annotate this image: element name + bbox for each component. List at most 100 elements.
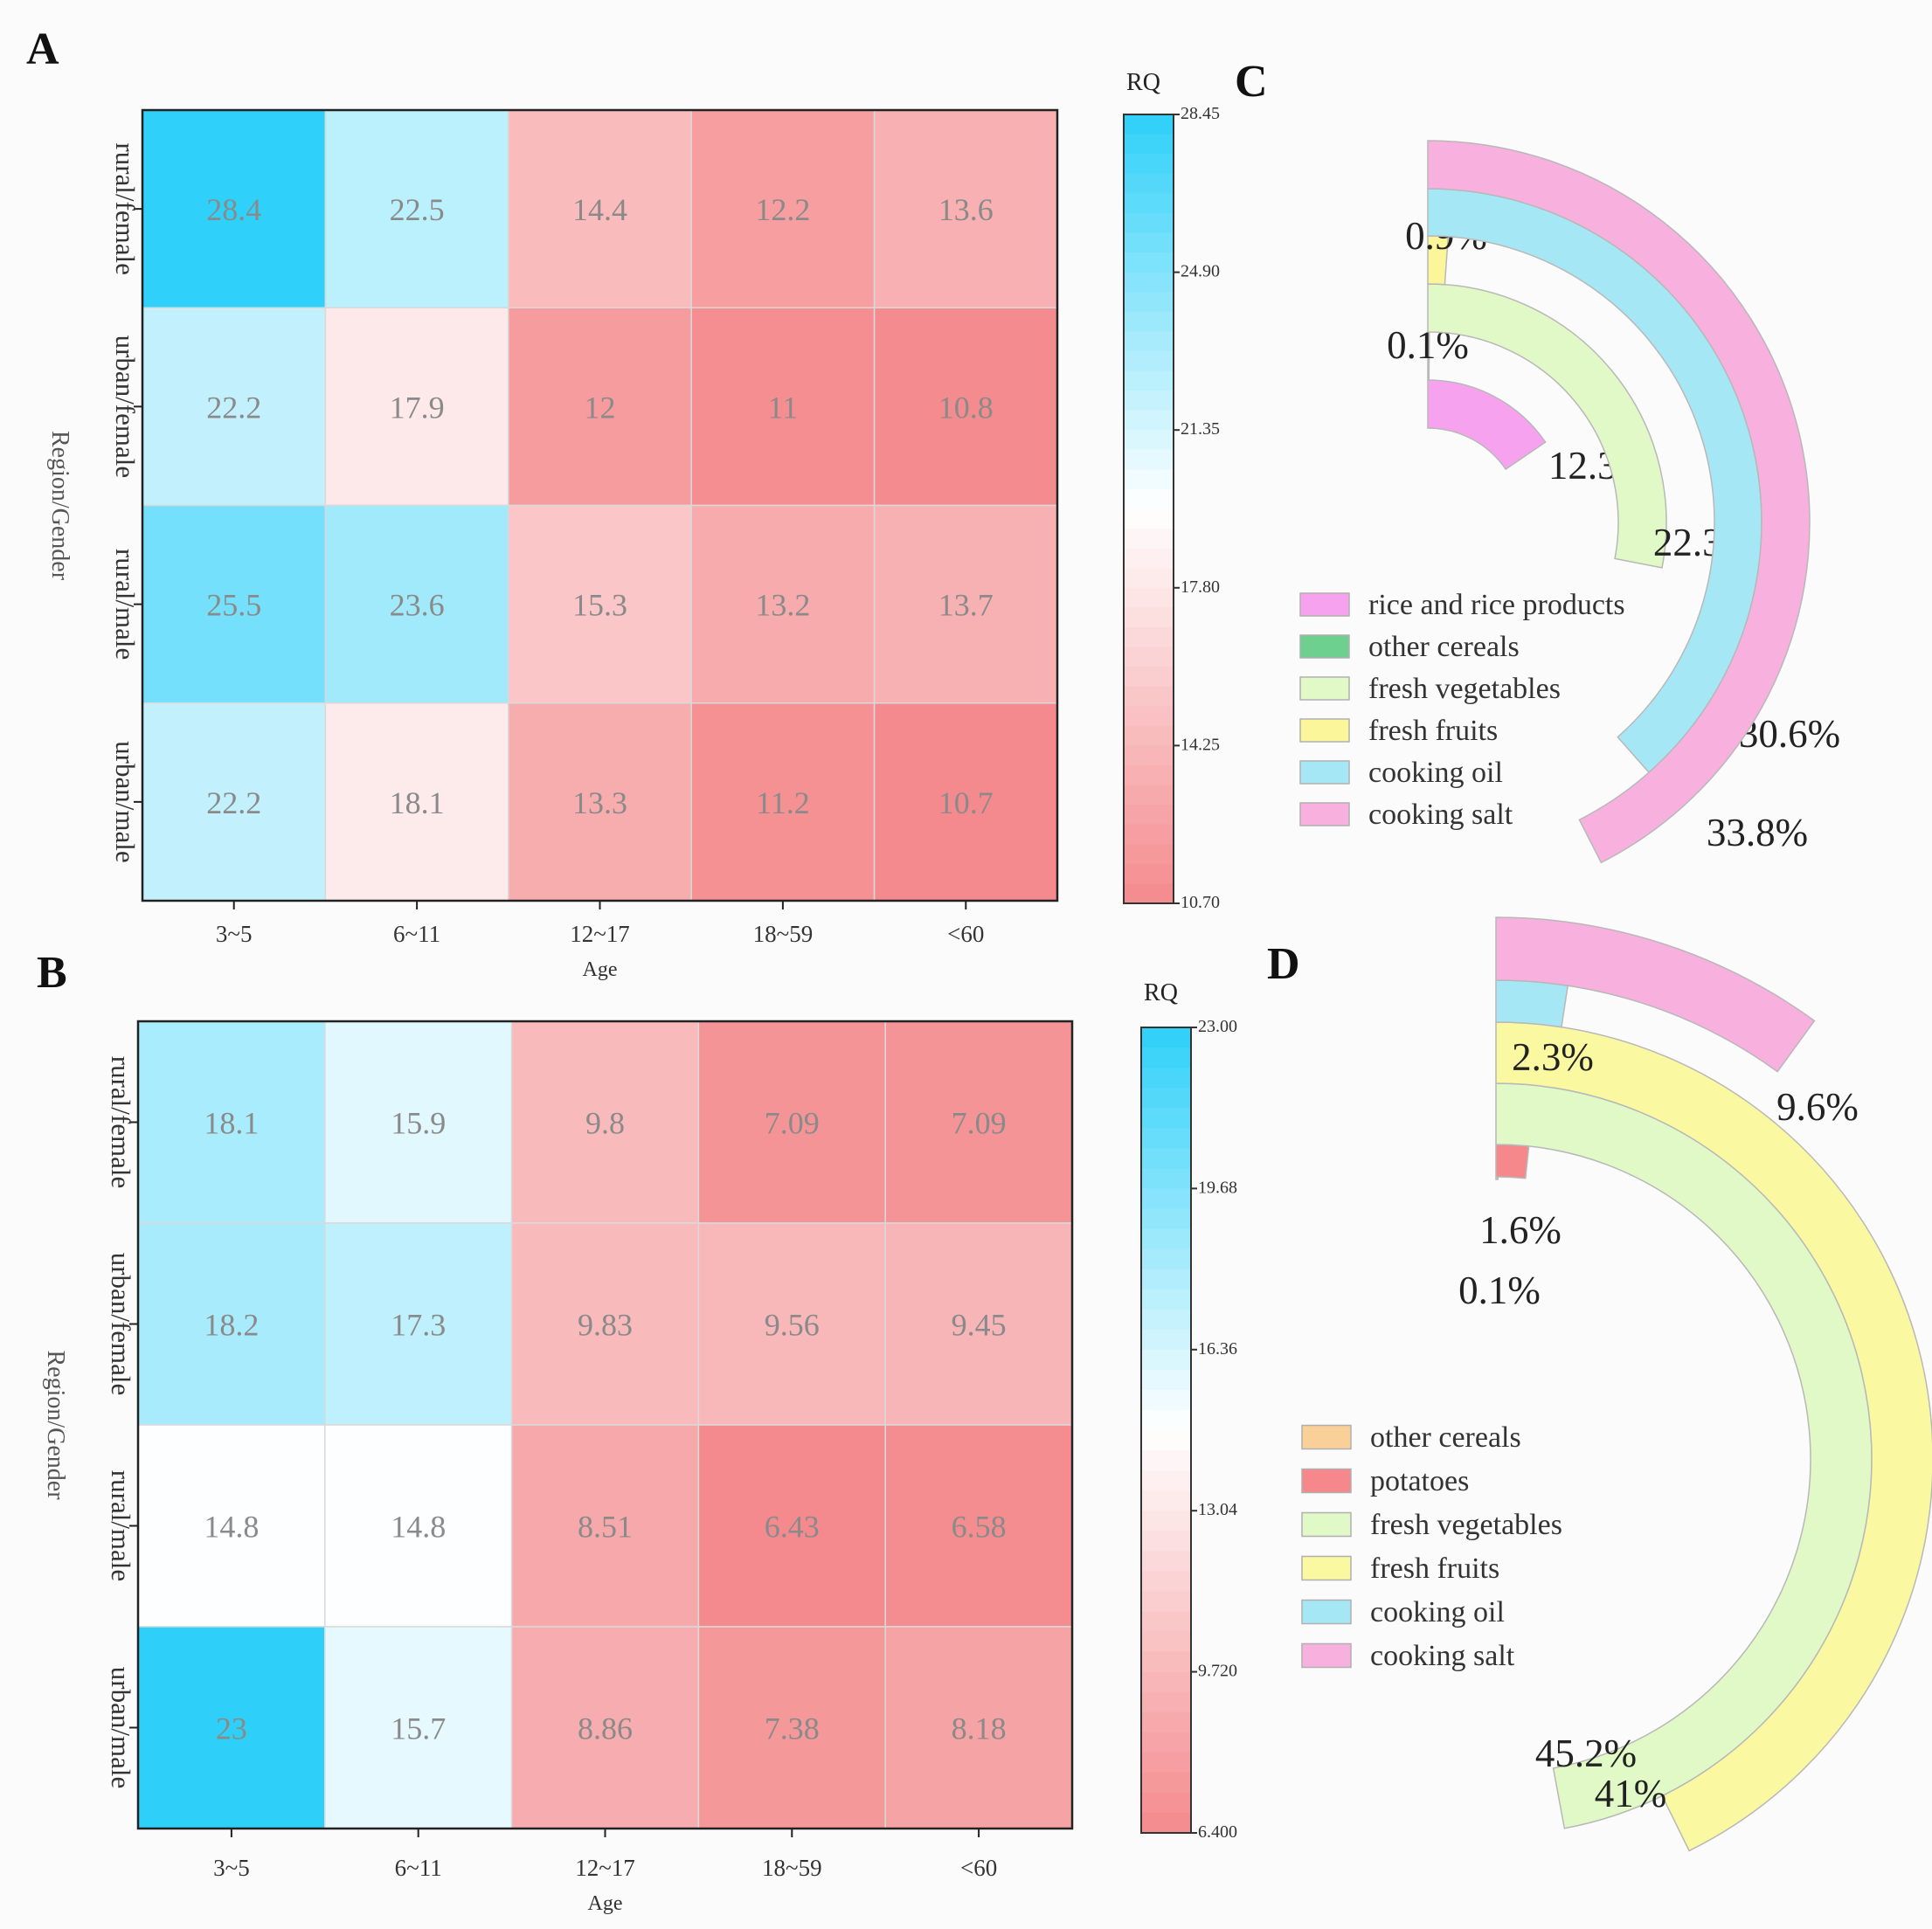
radial-bar — [1495, 916, 1816, 1073]
colorbar-step — [1124, 370, 1174, 391]
heatmap-cell — [324, 702, 509, 902]
colorbar-step — [1141, 1591, 1191, 1613]
cell-value-label: 10.7 — [938, 785, 994, 820]
x-tick-label: 18~59 — [753, 921, 814, 947]
colorbar-step — [1141, 1389, 1191, 1411]
colorbar-title: RQ — [1144, 979, 1178, 1006]
colorbar-tick-label: 14.25 — [1181, 735, 1220, 754]
cell-value-label: 22.2 — [206, 785, 261, 820]
cell-value-label: 22.2 — [206, 390, 261, 425]
legend-swatch — [1301, 1424, 1352, 1450]
colorbar-step — [1124, 311, 1174, 332]
heatmap-cell — [510, 1222, 700, 1426]
cell-value-label: 8.18 — [952, 1711, 1007, 1746]
colorbar-tick-label: 13.04 — [1198, 1500, 1237, 1519]
colorbar-step — [1141, 1349, 1191, 1371]
colorbar-step — [1141, 1470, 1191, 1491]
legend-swatch — [1299, 802, 1350, 826]
y-tick-label: urban/male — [106, 1667, 136, 1788]
colorbar-step — [1124, 626, 1174, 648]
colorbar-tick-label: 9.720 — [1198, 1662, 1237, 1681]
colorbar-step — [1124, 607, 1174, 628]
colorbar-step — [1124, 469, 1174, 490]
colorbar-step — [1141, 1651, 1191, 1673]
cell-value-label: 6.58 — [952, 1510, 1007, 1545]
legend-swatch — [1299, 676, 1350, 701]
heatmap-cell — [324, 307, 509, 507]
colorbar-step — [1124, 863, 1174, 885]
x-tick-label: 3~5 — [213, 1855, 250, 1881]
heatmap-panel-b: 18.1 15.9 9.8 7.09 7.09 18.2 17.3 9.83 9.56 9.45 1… — [37, 948, 1237, 1915]
legend-label: fresh vegetables — [1368, 673, 1561, 705]
cell-value-label: 11 — [768, 390, 799, 425]
colorbar-step — [1124, 883, 1174, 904]
colorbar-step — [1124, 508, 1174, 529]
colorbar-step — [1124, 706, 1174, 727]
colorbar-tick-label: 28.45 — [1181, 104, 1220, 123]
colorbar-step — [1124, 488, 1174, 510]
heatmap-cell — [324, 504, 509, 704]
colorbar-step — [1141, 1450, 1191, 1471]
colorbar-step — [1124, 745, 1174, 766]
cell-value-label: 23.6 — [390, 588, 445, 623]
cell-value-label: 18.1 — [204, 1106, 259, 1141]
heatmap-cell — [690, 702, 876, 902]
x-axis-title: Age — [588, 1892, 623, 1915]
cell-value-label: 14.4 — [572, 192, 627, 227]
cell-value-label: 9.56 — [765, 1308, 820, 1343]
cell-value-label: 18.2 — [204, 1308, 259, 1343]
colorbar-step — [1124, 449, 1174, 470]
cell-value-label: 6.43 — [765, 1510, 820, 1545]
x-tick-label: 12~17 — [575, 1855, 635, 1881]
legend-swatch — [1301, 1468, 1352, 1494]
x-axis-title: Age — [583, 958, 618, 981]
colorbar-step — [1141, 1752, 1191, 1773]
legend-label: fresh vegetables — [1370, 1509, 1562, 1541]
heatmap-cell — [324, 1424, 513, 1628]
cell-value-label: 13.2 — [755, 588, 810, 623]
panel-label: B — [37, 948, 67, 998]
radial-bar — [1495, 1021, 1932, 1852]
colorbar-step — [1141, 1511, 1191, 1531]
colorbar-step — [1141, 1309, 1191, 1331]
colorbar-step — [1141, 1490, 1191, 1511]
panel-label: C — [1235, 57, 1268, 107]
colorbar-step — [1124, 529, 1174, 550]
cell-value-label: 15.7 — [391, 1711, 446, 1746]
legend-swatch — [1301, 1642, 1352, 1669]
cell-value-label: 11.2 — [756, 785, 810, 820]
legend-swatch — [1299, 718, 1350, 743]
colorbar-step — [1124, 350, 1174, 372]
heatmap-cell — [873, 109, 1058, 308]
heatmap-cell — [690, 504, 876, 704]
colorbar-step — [1124, 173, 1174, 194]
colorbar-step — [1124, 134, 1174, 155]
colorbar-step — [1124, 587, 1174, 608]
y-tick-label: urban/male — [110, 741, 141, 862]
cell-value-label: 15.3 — [572, 588, 627, 623]
legend-label: cooking salt — [1370, 1640, 1515, 1672]
colorbar-step — [1141, 1812, 1191, 1834]
heatmap-cell — [690, 109, 876, 308]
cell-value-label: 9.83 — [578, 1308, 633, 1343]
colorbar-tick-label: 19.68 — [1198, 1178, 1237, 1197]
x-tick-label: 6~11 — [393, 921, 440, 947]
y-tick-label: urban/female — [110, 335, 141, 479]
legend-swatch — [1301, 1511, 1352, 1538]
colorbar-step — [1141, 1168, 1191, 1189]
colorbar-step — [1141, 1531, 1191, 1552]
colorbar-step — [1124, 686, 1174, 707]
colorbar-step — [1124, 252, 1174, 273]
heatmap-cell — [137, 1424, 326, 1628]
cell-value-label: 8.86 — [578, 1711, 633, 1746]
colorbar-step — [1141, 1228, 1191, 1250]
radial-bar — [1427, 283, 1667, 569]
bar-value-label: 2.3% — [1512, 1035, 1594, 1079]
legend-label: fresh fruits — [1370, 1552, 1499, 1585]
colorbar-step — [1124, 646, 1174, 667]
heatmap-cell — [510, 1626, 700, 1829]
heatmap-cell — [508, 504, 692, 704]
legend-label: potatoes — [1370, 1465, 1469, 1497]
colorbar-tick-label: 24.90 — [1181, 262, 1220, 281]
